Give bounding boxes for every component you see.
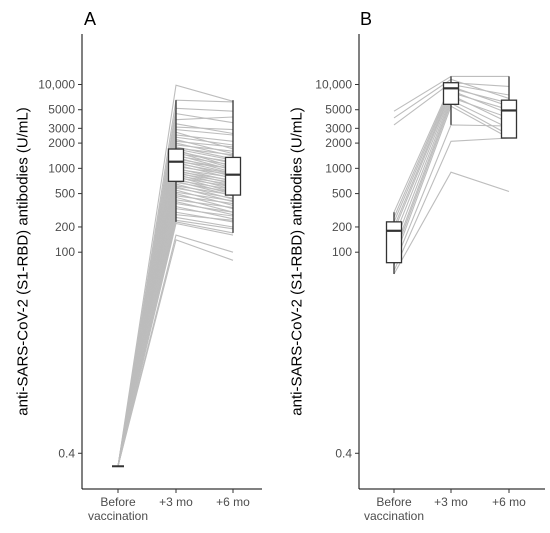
x-tick-label: Before	[376, 495, 412, 509]
y-tick-label: 200	[332, 220, 352, 234]
subject-line	[117, 192, 234, 467]
subject-line	[393, 137, 510, 272]
subject-line	[393, 105, 510, 261]
subject-line	[117, 239, 234, 467]
box-3-mo	[167, 100, 185, 222]
box-before	[385, 212, 403, 274]
x-tick-label: +3 mo	[159, 495, 193, 509]
x-tick-label: +6 mo	[216, 495, 250, 509]
panel-letter: B	[360, 9, 372, 29]
boxplots	[112, 100, 242, 468]
box-iqr	[167, 148, 185, 182]
y-tick-label: 10,000	[38, 77, 75, 91]
y-tick-label: 2000	[48, 136, 75, 150]
y-tick-label: 10,000	[315, 77, 352, 91]
x-tick-label: Before	[100, 495, 136, 509]
y-tick-label: 3000	[325, 121, 352, 135]
x-tick-label: +3 mo	[434, 495, 468, 509]
subject-line	[117, 186, 234, 467]
box-6-mo	[224, 100, 242, 233]
y-tick-label: 100	[332, 245, 352, 259]
x-tick-label: +6 mo	[492, 495, 526, 509]
subject-line	[117, 84, 234, 467]
y-tick-label: 500	[332, 187, 352, 201]
subject-line	[117, 205, 234, 467]
y-tick-label: 0.4	[58, 446, 75, 460]
box-iqr	[224, 156, 242, 196]
y-axis-title: anti-SARS-CoV-2 (S1-RBD) antibodies (U/m…	[289, 107, 306, 415]
y-tick-label: 0.4	[335, 446, 352, 460]
subject-line	[393, 124, 510, 266]
subject-line	[117, 222, 234, 467]
subject-line	[117, 221, 234, 467]
subject-line	[117, 219, 234, 467]
panel-letter: A	[84, 9, 96, 29]
x-tick-sublabel: vaccination	[88, 509, 148, 523]
x-tick-sublabel: vaccination	[364, 509, 424, 523]
boxplots	[385, 76, 518, 274]
y-tick-label: 200	[55, 220, 75, 234]
subject-line	[117, 211, 234, 467]
box-6-mo	[500, 76, 518, 139]
subject-line	[393, 171, 510, 275]
y-tick-label: 1000	[48, 161, 75, 175]
box-3-mo	[442, 76, 460, 125]
subject-line	[117, 214, 234, 467]
y-tick-label: 3000	[48, 121, 75, 135]
y-tick-label: 5000	[48, 103, 75, 117]
subject-line	[117, 191, 234, 467]
box-iqr	[385, 221, 403, 264]
box-iqr	[500, 99, 518, 139]
y-tick-label: 500	[55, 187, 75, 201]
y-tick-label: 5000	[325, 103, 352, 117]
y-tick-label: 100	[55, 245, 75, 259]
y-tick-label: 1000	[325, 161, 352, 175]
y-axis-title: anti-SARS-CoV-2 (S1-RBD) antibodies (U/m…	[15, 107, 32, 415]
y-tick-label: 2000	[325, 136, 352, 150]
subject-line	[117, 216, 234, 467]
box-iqr	[442, 82, 460, 105]
